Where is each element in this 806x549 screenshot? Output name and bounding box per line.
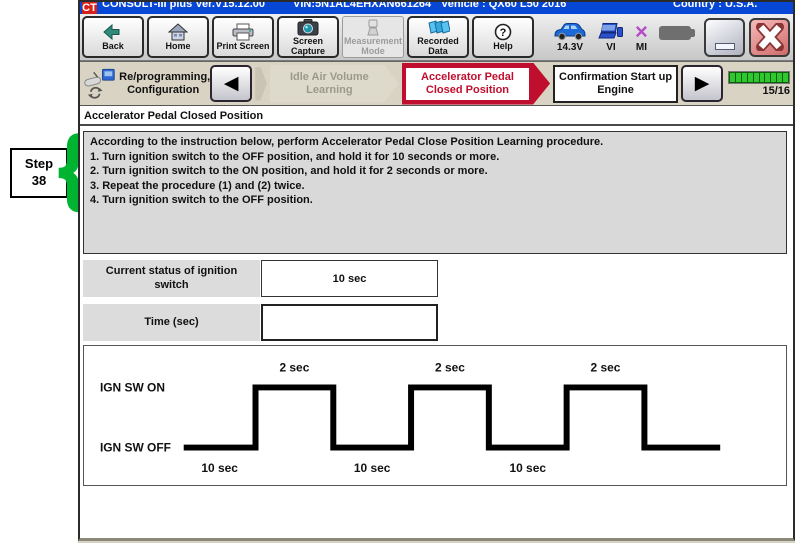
- app-title: CONSULT-III plus Ver.V15.12.00: [102, 2, 266, 10]
- help-icon: ?: [494, 23, 512, 42]
- instruction-step-4: 4. Turn ignition switch to the OFF posit…: [90, 194, 313, 207]
- mode-label: Re/programming, Configuration: [119, 70, 211, 96]
- close-x-icon: [755, 23, 784, 51]
- minimize-button[interactable]: [704, 17, 745, 57]
- wave-high-label: IGN SW ON: [100, 380, 165, 394]
- screen-capture-button[interactable]: Screen Capture: [277, 16, 339, 58]
- reprogramming-icon: [84, 68, 115, 99]
- minimize-icon: [714, 42, 735, 50]
- back-button[interactable]: Back: [82, 16, 144, 58]
- instruction-box: According to the instruction below, perf…: [83, 131, 787, 254]
- gap-label-1: 10 sec: [201, 461, 238, 475]
- chevron-separator-icon: [255, 66, 267, 101]
- country-text: Country : U.S.A.: [673, 2, 758, 10]
- vi-indicator: VI: [598, 22, 624, 53]
- status-table: Current status of ignition switch 10 sec…: [83, 260, 438, 348]
- measurement-mode-button[interactable]: Measurement Mode: [342, 16, 404, 58]
- vi-laptop-icon: [598, 22, 624, 42]
- vehicle-text: Vehicle : QX60 L50 2016: [441, 2, 567, 10]
- wave-low-label: IGN SW OFF: [100, 441, 171, 455]
- window-title-bar: CT CONSULT-III plus Ver.V15.12.00 VIN:5N…: [80, 2, 793, 14]
- instruction-intro: According to the instruction below, perf…: [90, 136, 604, 148]
- progress-bar: [728, 70, 791, 84]
- right-triangle-icon: ▶: [694, 73, 710, 94]
- row-value-ignition-status: 10 sec: [261, 260, 438, 297]
- gap-label-3: 10 sec: [509, 461, 546, 475]
- table-row: Current status of ignition switch 10 sec: [83, 260, 438, 297]
- status-indicators: 14.3V VI × MI: [553, 18, 695, 53]
- instruction-step-1: 1. Turn ignition switch to the OFF posit…: [90, 150, 500, 163]
- mi-x-icon: ×: [635, 18, 648, 44]
- wizard-nav-bar: Re/programming, Configuration ◀ Idle Air…: [80, 61, 793, 106]
- step-annotation-word: Step: [24, 156, 54, 172]
- previous-step-button[interactable]: ◀: [210, 65, 253, 102]
- step-annotation: Step 38: [10, 148, 68, 198]
- close-button[interactable]: [749, 17, 790, 57]
- battery-voltage-indicator: 14.3V: [553, 22, 587, 53]
- back-arrow-icon: [103, 23, 123, 42]
- consult-window: CT CONSULT-III plus Ver.V15.12.00 VIN:5N…: [78, 0, 795, 541]
- svg-text:?: ?: [500, 27, 507, 39]
- instruction-step-2: 2. Turn ignition switch to the ON positi…: [90, 165, 488, 178]
- pulse-label-3: 2 sec: [591, 361, 621, 375]
- help-button[interactable]: ? Help: [472, 16, 534, 58]
- files-icon: [426, 18, 450, 37]
- recorded-data-button[interactable]: Recorded Data: [407, 16, 469, 58]
- battery-icon: [658, 25, 695, 40]
- row-value-time: [261, 304, 438, 341]
- app-icon: CT: [82, 2, 97, 14]
- page-title: Accelerator Pedal Closed Position: [80, 107, 793, 126]
- ignition-waveform-chart: IGN SW ON IGN SW OFF 2 sec 2 sec 2 sec 1…: [100, 361, 721, 475]
- step-annotation-number: 38: [31, 173, 47, 188]
- wizard-step-confirmation-start: Confirmation Start up Engine: [553, 64, 678, 103]
- row-label-time: Time (sec): [83, 304, 260, 341]
- vin-text: VIN:5N1AL4EHXAN661264: [293, 2, 432, 10]
- battery-icon-indicator: [658, 22, 695, 40]
- square-wave-trace: [183, 384, 721, 451]
- pulse-label-1: 2 sec: [279, 361, 309, 375]
- measurement-icon: [364, 18, 382, 37]
- left-triangle-icon: ◀: [223, 73, 239, 94]
- wizard-progress: 15/16: [728, 70, 791, 97]
- window-controls: [704, 17, 790, 57]
- progress-count: 15/16: [762, 84, 791, 97]
- table-row: Time (sec): [83, 304, 438, 341]
- mi-indicator: × MI: [635, 18, 648, 53]
- home-icon: [168, 23, 188, 42]
- print-screen-button[interactable]: Print Screen: [212, 16, 274, 58]
- camera-icon: [297, 18, 319, 37]
- ignition-waveform-panel: IGN SW ON IGN SW OFF 2 sec 2 sec 2 sec 1…: [83, 345, 787, 486]
- toolbar: Back Home Print Screen Screen Capture: [80, 14, 793, 61]
- home-button[interactable]: Home: [147, 16, 209, 58]
- instruction-step-3: 3. Repeat the procedure (1) and (2) twic…: [90, 179, 305, 192]
- car-icon: [553, 22, 587, 42]
- printer-icon: [232, 23, 254, 42]
- next-step-button[interactable]: ▶: [680, 65, 724, 102]
- pulse-label-2: 2 sec: [435, 361, 465, 375]
- row-label-ignition-status: Current status of ignition switch: [83, 260, 260, 297]
- wizard-step-idle-air-volume: Idle Air Volume Learning: [270, 65, 399, 103]
- gap-label-2: 10 sec: [354, 461, 391, 475]
- wizard-step-accelerator-pedal: Accelerator Pedal Closed Position: [402, 63, 550, 105]
